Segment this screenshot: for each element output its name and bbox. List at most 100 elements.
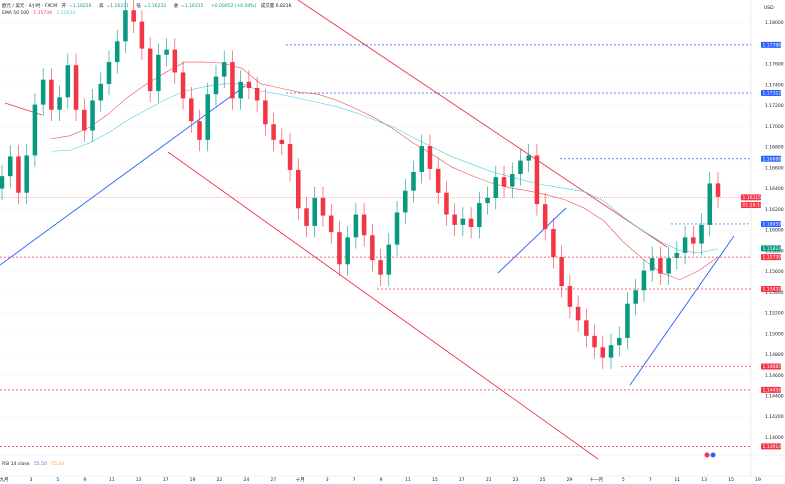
- channel-upper-line[interactable]: [297, 0, 668, 248]
- candle-body[interactable]: [691, 237, 696, 244]
- candle-body[interactable]: [24, 155, 29, 193]
- legend-symbol-row[interactable]: 欧元 / 美元 · 4小时 · FXCM 开 =1.16226 高 =1.16271…: [2, 3, 295, 9]
- candle-body[interactable]: [435, 168, 441, 193]
- uptrend-line-2[interactable]: [497, 207, 567, 274]
- candle-body[interactable]: [328, 215, 334, 233]
- candle-body[interactable]: [682, 237, 688, 253]
- candle-body[interactable]: [378, 260, 383, 275]
- candle-body[interactable]: [584, 320, 589, 336]
- candle-body[interactable]: [57, 97, 62, 110]
- candle-body[interactable]: [625, 303, 630, 338]
- drawings-layer[interactable]: [0, 0, 735, 460]
- candle-body[interactable]: [296, 169, 301, 209]
- candle-body[interactable]: [559, 257, 564, 287]
- candle-body[interactable]: [320, 197, 326, 216]
- candle-body[interactable]: [197, 121, 202, 140]
- candle-body[interactable]: [345, 237, 350, 265]
- candle-body[interactable]: [106, 62, 112, 84]
- candle-body[interactable]: [460, 218, 466, 225]
- candle-body[interactable]: [534, 155, 540, 205]
- uptrend-line-3[interactable]: [629, 235, 735, 386]
- candle-body[interactable]: [427, 146, 433, 169]
- uptrend-line-1[interactable]: [0, 85, 246, 266]
- ema-label[interactable]: EMA 50 100: [2, 11, 29, 16]
- candle-body[interactable]: [633, 290, 638, 304]
- candle-body[interactable]: [147, 48, 153, 92]
- candle-body[interactable]: [16, 156, 21, 193]
- candle-body[interactable]: [608, 345, 614, 358]
- candle-body[interactable]: [98, 83, 104, 101]
- candle-body[interactable]: [0, 176, 5, 189]
- time-axis[interactable]: 九月 3 5 9 11 13 17 19 22 24 27 十月 3 7 9 11 15 17 21 23 25 29 十一…: [0, 476, 761, 483]
- candle-body[interactable]: [7, 156, 13, 177]
- candle-body[interactable]: [674, 252, 680, 259]
- candle-body[interactable]: [271, 124, 276, 140]
- candle-body[interactable]: [575, 306, 581, 321]
- candle-body[interactable]: [658, 258, 663, 274]
- candle-body[interactable]: [337, 232, 342, 265]
- candle-body[interactable]: [40, 79, 46, 105]
- candle-body[interactable]: [551, 229, 556, 258]
- candle-body[interactable]: [279, 139, 285, 144]
- candle-body[interactable]: [567, 286, 573, 307]
- candle-body[interactable]: [90, 100, 95, 131]
- candle-body[interactable]: [221, 62, 227, 77]
- candle-body[interactable]: [526, 155, 531, 161]
- candle-body[interactable]: [641, 270, 647, 291]
- currency-label[interactable]: USD: [764, 6, 774, 11]
- candle-body[interactable]: [246, 81, 252, 88]
- candle-body[interactable]: [32, 104, 38, 156]
- channel-lower-line[interactable]: [167, 151, 599, 460]
- candle-body[interactable]: [361, 214, 367, 236]
- candle-body[interactable]: [156, 54, 161, 92]
- candle-body[interactable]: [205, 94, 211, 140]
- candle-body[interactable]: [485, 197, 490, 204]
- candle-body[interactable]: [542, 204, 548, 230]
- candle-body[interactable]: [518, 160, 523, 175]
- candle-body[interactable]: [254, 88, 260, 101]
- candle-body[interactable]: [238, 81, 243, 99]
- candle-body[interactable]: [600, 347, 606, 358]
- candle-body[interactable]: [304, 208, 309, 226]
- candle-body[interactable]: [65, 65, 71, 98]
- candle-body[interactable]: [172, 49, 178, 73]
- candle-body[interactable]: [213, 76, 219, 95]
- candle-body[interactable]: [477, 203, 482, 227]
- candle-body[interactable]: [468, 218, 474, 227]
- candle-body[interactable]: [73, 65, 79, 110]
- candle-body[interactable]: [230, 62, 235, 99]
- rsi-label[interactable]: RSI 14 close: [2, 462, 30, 467]
- candle-body[interactable]: [49, 79, 54, 110]
- candle-body[interactable]: [386, 244, 392, 275]
- candle-body[interactable]: [353, 214, 359, 238]
- candle-body[interactable]: [114, 41, 120, 63]
- candle-body[interactable]: [180, 72, 186, 99]
- candle-body[interactable]: [452, 214, 457, 225]
- candle-body[interactable]: [509, 174, 515, 187]
- candle-body[interactable]: [411, 172, 416, 191]
- rsi-legend[interactable]: RSI 14 close 55.50 55.20: [2, 462, 67, 467]
- legend-ema-row[interactable]: EMA 50 100 1.15739 1.15634: [2, 11, 78, 16]
- candle-body[interactable]: [189, 98, 194, 122]
- candle-body[interactable]: [403, 190, 408, 213]
- candle-body[interactable]: [649, 258, 655, 271]
- candle-body[interactable]: [699, 224, 704, 244]
- candle-body[interactable]: [263, 100, 268, 125]
- candle-body[interactable]: [493, 177, 499, 198]
- candle-body[interactable]: [164, 49, 169, 55]
- candle-body[interactable]: [131, 10, 136, 22]
- symbol-title[interactable]: 欧元 / 美元 · 4小时 · FXCM: [2, 4, 58, 9]
- candle-body[interactable]: [666, 258, 671, 274]
- candle-body[interactable]: [139, 21, 145, 49]
- price-axis[interactable]: 1.18000 1.17600 1.17400 1.17200 1.17000 1.168…: [765, 20, 784, 441]
- candles-series[interactable]: [0, 0, 721, 370]
- candle-body[interactable]: [287, 144, 293, 170]
- candle-body[interactable]: [616, 337, 622, 346]
- candle-body[interactable]: [592, 335, 597, 348]
- candle-body[interactable]: [123, 10, 128, 42]
- candle-body[interactable]: [394, 212, 400, 245]
- candle-body[interactable]: [707, 183, 713, 225]
- horizontal-levels[interactable]: [0, 44, 751, 447]
- candle-body[interactable]: [444, 192, 449, 215]
- candle-body[interactable]: [312, 197, 317, 226]
